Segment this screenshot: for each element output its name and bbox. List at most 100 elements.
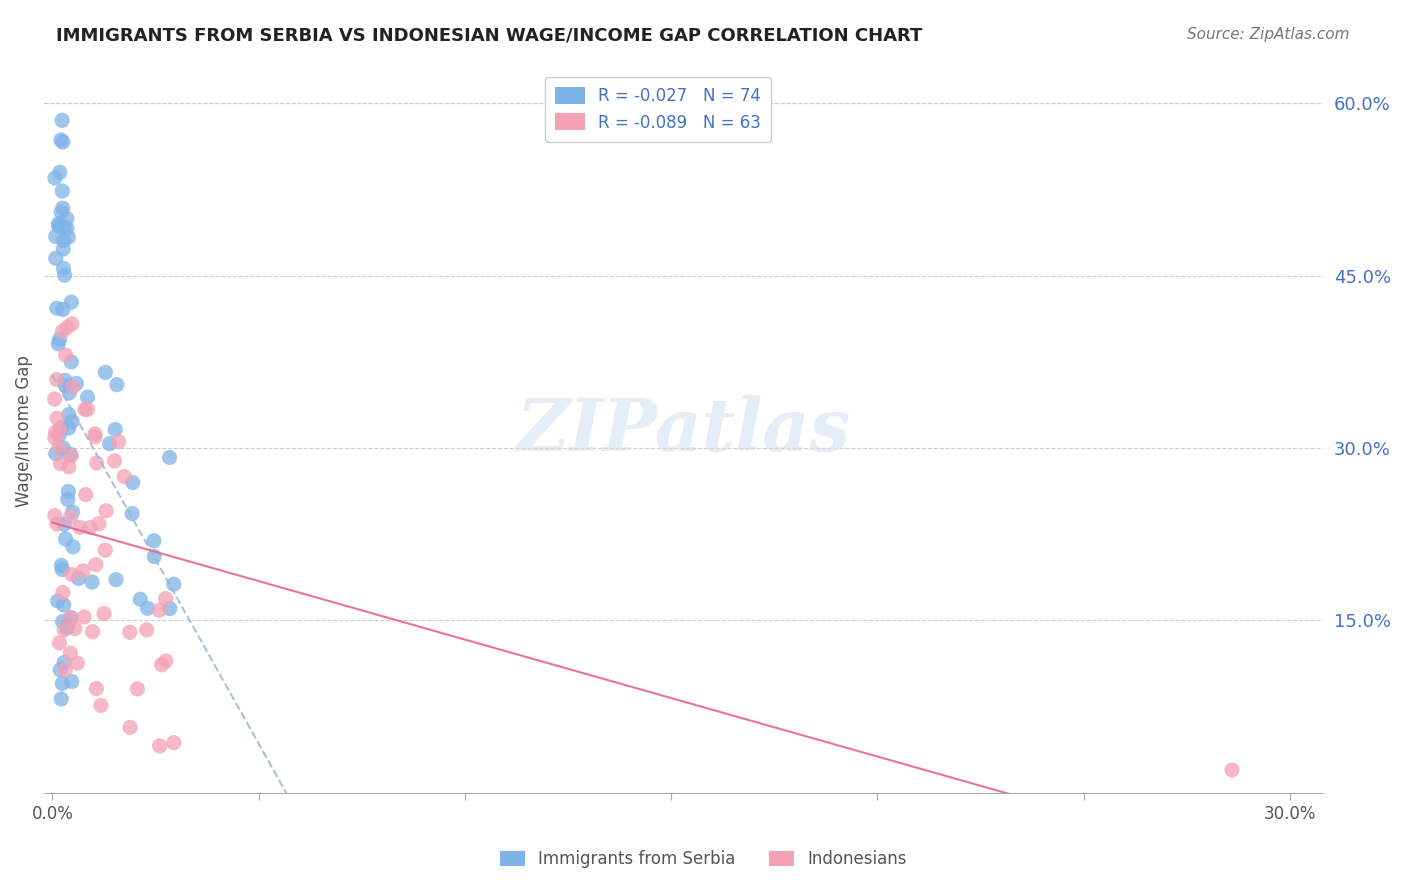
Immigrants from Serbia <box>136 601 159 615</box>
Immigrants from Serbia <box>60 674 83 689</box>
Immigrants from Serbia <box>80 575 103 590</box>
Immigrants from Serbia <box>56 230 79 244</box>
Indonesians <box>155 591 177 606</box>
Indonesians <box>45 516 67 531</box>
Immigrants from Serbia <box>53 373 76 387</box>
Indonesians <box>58 459 80 474</box>
Indonesians <box>84 558 107 572</box>
Indonesians <box>87 516 110 531</box>
Immigrants from Serbia <box>58 484 80 499</box>
Immigrants from Serbia <box>105 377 128 392</box>
Immigrants from Serbia <box>48 217 70 231</box>
Immigrants from Serbia <box>56 618 79 632</box>
Immigrants from Serbia <box>55 532 77 546</box>
Immigrants from Serbia <box>58 385 80 400</box>
Indonesians <box>59 646 82 660</box>
Immigrants from Serbia <box>49 663 72 677</box>
Immigrants from Serbia <box>60 355 83 369</box>
Immigrants from Serbia <box>67 572 90 586</box>
Immigrants from Serbia <box>62 505 84 519</box>
Immigrants from Serbia <box>142 533 165 548</box>
Immigrants from Serbia <box>105 573 128 587</box>
Immigrants from Serbia <box>51 676 73 690</box>
Indonesians <box>79 520 101 534</box>
Immigrants from Serbia <box>55 379 77 393</box>
Immigrants from Serbia <box>58 421 80 435</box>
Immigrants from Serbia <box>44 171 66 186</box>
Indonesians <box>1220 763 1243 777</box>
Immigrants from Serbia <box>60 611 83 625</box>
Indonesians <box>84 430 107 444</box>
Text: Source: ZipAtlas.com: Source: ZipAtlas.com <box>1187 27 1350 42</box>
Immigrants from Serbia <box>121 507 143 521</box>
Immigrants from Serbia <box>45 252 67 266</box>
Immigrants from Serbia <box>51 558 73 573</box>
Immigrants from Serbia <box>76 390 98 404</box>
Indonesians <box>73 402 96 417</box>
Indonesians <box>48 636 70 650</box>
Indonesians <box>73 610 96 624</box>
Indonesians <box>63 622 86 636</box>
Indonesians <box>127 681 149 696</box>
Indonesians <box>56 320 79 334</box>
Immigrants from Serbia <box>143 549 166 564</box>
Indonesians <box>163 736 186 750</box>
Indonesians <box>60 567 83 582</box>
Immigrants from Serbia <box>51 205 73 219</box>
Immigrants from Serbia <box>163 577 186 591</box>
Immigrants from Serbia <box>45 301 67 316</box>
Immigrants from Serbia <box>56 221 79 235</box>
Indonesians <box>93 607 115 621</box>
Immigrants from Serbia <box>51 113 73 128</box>
Indonesians <box>120 720 142 734</box>
Immigrants from Serbia <box>48 219 70 234</box>
Indonesians <box>51 325 73 339</box>
Indonesians <box>94 504 117 518</box>
Immigrants from Serbia <box>51 692 73 706</box>
Indonesians <box>86 681 108 696</box>
Indonesians <box>48 423 70 437</box>
Indonesians <box>55 663 77 677</box>
Immigrants from Serbia <box>52 201 75 215</box>
Indonesians <box>49 457 72 471</box>
Indonesians <box>76 402 98 417</box>
Indonesians <box>90 698 112 713</box>
Immigrants from Serbia <box>52 234 75 248</box>
Immigrants from Serbia <box>52 242 75 256</box>
Indonesians <box>59 610 82 624</box>
Immigrants from Serbia <box>159 601 181 615</box>
Immigrants from Serbia <box>53 220 76 235</box>
Indonesians <box>82 624 104 639</box>
Immigrants from Serbia <box>53 268 76 282</box>
Immigrants from Serbia <box>51 615 73 629</box>
Y-axis label: Wage/Income Gap: Wage/Income Gap <box>15 355 32 507</box>
Indonesians <box>155 654 177 668</box>
Legend: Immigrants from Serbia, Indonesians: Immigrants from Serbia, Indonesians <box>494 844 912 875</box>
Indonesians <box>53 623 76 637</box>
Immigrants from Serbia <box>45 447 67 461</box>
Indonesians <box>104 454 127 468</box>
Immigrants from Serbia <box>65 376 87 391</box>
Text: IMMIGRANTS FROM SERBIA VS INDONESIAN WAGE/INCOME GAP CORRELATION CHART: IMMIGRANTS FROM SERBIA VS INDONESIAN WAG… <box>56 27 922 45</box>
Indonesians <box>44 392 66 406</box>
Immigrants from Serbia <box>53 656 76 670</box>
Indonesians <box>148 603 170 617</box>
Immigrants from Serbia <box>52 261 75 276</box>
Immigrants from Serbia <box>46 336 69 351</box>
Immigrants from Serbia <box>52 598 75 612</box>
Indonesians <box>107 434 129 449</box>
Indonesians <box>45 372 67 386</box>
Indonesians <box>48 440 70 454</box>
Immigrants from Serbia <box>129 592 152 607</box>
Immigrants from Serbia <box>58 408 80 422</box>
Indonesians <box>75 487 97 501</box>
Indonesians <box>59 510 82 524</box>
Immigrants from Serbia <box>51 184 73 198</box>
Immigrants from Serbia <box>98 436 121 450</box>
Text: ZIPatlas: ZIPatlas <box>516 395 851 467</box>
Immigrants from Serbia <box>48 427 70 442</box>
Indonesians <box>149 739 172 753</box>
Legend: R = -0.027   N = 74, R = -0.089   N = 63: R = -0.027 N = 74, R = -0.089 N = 63 <box>544 77 770 142</box>
Immigrants from Serbia <box>45 229 67 244</box>
Immigrants from Serbia <box>56 211 79 226</box>
